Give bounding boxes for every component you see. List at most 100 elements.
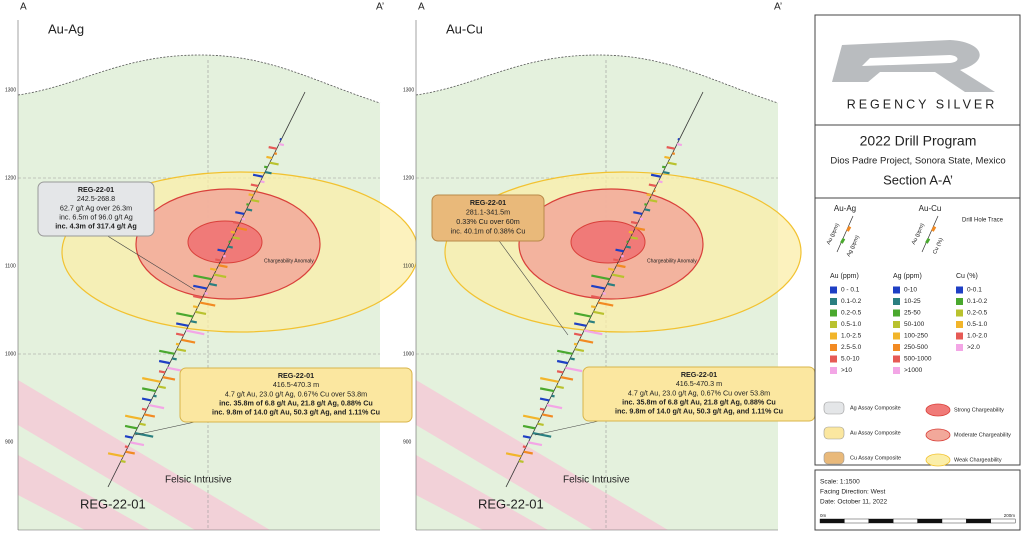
elevation-label: 1300 (403, 87, 414, 93)
legend-swatch (830, 344, 837, 351)
legend-swatch (956, 286, 963, 294)
legend-label: 1.0-2.5 (841, 333, 862, 340)
assay-interval (230, 230, 236, 234)
assay-interval (662, 170, 670, 175)
assay-interval (644, 208, 651, 212)
assay-interval (625, 245, 631, 249)
assay-interval (648, 198, 658, 203)
assay-interval (522, 424, 536, 430)
assay-interval (252, 173, 263, 178)
assay-interval (181, 338, 196, 344)
assay-interval (269, 161, 279, 166)
assay-interval (574, 348, 585, 353)
composite-swatch (823, 401, 845, 415)
assay-interval (215, 258, 222, 262)
legend-label: >1000 (904, 367, 923, 374)
assay-interval (192, 305, 198, 309)
assay-interval (107, 452, 124, 458)
assay-interval (539, 397, 550, 402)
hole-label: REG-22-01 (80, 496, 146, 511)
assay-interval (171, 357, 177, 361)
assay-interval (176, 312, 194, 318)
assay-interval (591, 284, 606, 290)
assay-interval (546, 403, 563, 410)
assay-interval (266, 155, 273, 160)
assay-interval (143, 413, 156, 418)
callout-text: inc. 35.8m of 6.8 g/t Au, 21.8 g/t Ag, 0… (219, 399, 373, 408)
legend-label: 0 - 0.1 (841, 287, 860, 294)
assay-interval (591, 274, 610, 281)
scale-bar (819, 518, 845, 524)
assay-interval (528, 441, 543, 447)
scale-bar (868, 518, 894, 524)
assay-interval (268, 146, 277, 150)
chargeability-label: Weak Chargeability (954, 457, 1002, 463)
assay-interval (209, 267, 217, 271)
elevation-label: 1000 (5, 351, 16, 357)
legend-label: >2.0 (967, 344, 980, 351)
assay-interval (607, 267, 615, 271)
assay-interval (260, 180, 265, 184)
trace-label: Drill Hole Trace (962, 218, 1004, 224)
legend-swatch (830, 286, 837, 294)
legend-label: 25-50 (904, 310, 921, 317)
strong-chargeability (187, 220, 263, 264)
trace-key-title: Au-Ag (834, 204, 856, 213)
assay-interval (175, 322, 189, 327)
assay-interval (658, 180, 663, 184)
assay-interval (158, 359, 170, 365)
assay-interval (597, 301, 614, 307)
callout-box (37, 181, 155, 237)
callout-text: 281.1-341.5m (466, 207, 510, 216)
strong-chargeability (570, 220, 646, 264)
anomaly-label: Chargeability Anomaly (647, 258, 697, 264)
assay-interval (602, 292, 606, 295)
elevation-label: 1200 (5, 175, 16, 181)
assay-interval (540, 377, 559, 383)
legend-label: 250-500 (904, 344, 928, 351)
assay-interval (209, 282, 218, 287)
legend-label: 0.2-0.5 (841, 310, 862, 317)
assay-interval (556, 370, 564, 374)
assay-interval (124, 424, 138, 430)
assay-interval (676, 142, 683, 147)
legend-swatch (956, 332, 963, 340)
legend-label: 0.5-1.0 (967, 321, 988, 328)
leader-line (107, 235, 196, 291)
assay-interval (241, 217, 246, 221)
assay-interval (522, 435, 531, 439)
assay-interval (661, 165, 666, 169)
assay-interval (505, 452, 522, 458)
callout-box (179, 367, 413, 423)
assay-interval (537, 422, 544, 427)
scale-bar (917, 518, 943, 524)
legend-label: >10 (841, 367, 852, 374)
assay-interval (539, 387, 555, 393)
assay-interval (141, 407, 147, 411)
assay-interval (588, 320, 596, 324)
assay-interval (246, 208, 253, 212)
chargeability-swatch (925, 453, 951, 467)
intrusive-label: Felsic Intrusive (165, 475, 232, 486)
assay-interval (217, 248, 226, 253)
assay-interval (120, 459, 126, 463)
assay-interval (634, 226, 646, 231)
assay-interval (148, 403, 165, 410)
leader-line (498, 240, 569, 336)
legend-swatch (956, 344, 963, 351)
trace-key-swatch (846, 225, 852, 232)
trace-key-title: Au-Cu (919, 204, 942, 213)
bar-label: 0m (820, 513, 827, 518)
scale-bar (893, 518, 918, 524)
legend-swatch (893, 367, 900, 374)
section-end: A’ (774, 2, 782, 13)
felsic-band (416, 455, 548, 530)
assay-interval (518, 459, 524, 463)
assay-interval (569, 357, 575, 361)
assay-interval (192, 294, 203, 299)
legend-swatch (893, 286, 900, 294)
scale-title: Ag (ppm) (893, 273, 922, 280)
assay-interval (157, 385, 166, 390)
assay-interval (204, 292, 208, 295)
legend-swatch (830, 367, 837, 374)
